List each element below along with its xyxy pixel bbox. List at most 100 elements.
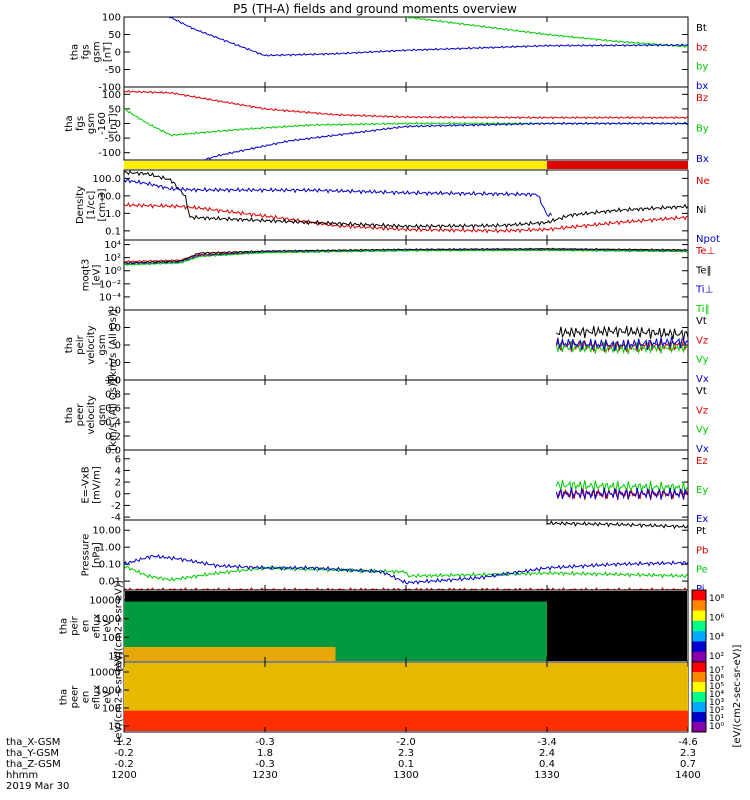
series-line-7-Ex [555,487,688,501]
y-tick-label-4-0: 10⁴ [104,240,121,251]
legend-label-0-2: by [696,62,708,73]
y-tick-label-10-3: 10 [108,722,121,733]
y-axis-label-6-2: velocity [86,395,97,434]
status-bar-segment-0 [124,161,547,169]
y-tick-label-5-0: 20 [108,306,121,317]
y-tick-label-6-3: 0.4 [105,418,121,429]
ephemeris-row-label-4: 2019 Mar 30 [6,781,69,792]
ephemeris-row-label-1: tha_Y-GSM [6,748,59,759]
y-tick-label-1-1: 50 [108,104,121,115]
series-line-8-Pi [124,554,688,585]
ephemeris-value-1-3: 2.4 [539,748,555,759]
y-tick-label-3-2: 1.0 [105,209,121,220]
y-axis-label-3-1: [1/cc] [86,191,97,220]
y-tick-label-5-3: -10 [105,358,121,369]
y-axis-label-6-0: tha [64,407,75,423]
colorbar-tick-label-10-5: 10² [709,706,724,716]
status-bar-segment-1 [547,161,688,169]
y-axis-label-0-3: [nT] [103,42,114,62]
legend-label-5-0: Vt [696,316,707,327]
colorbar-swatch-10-2 [692,682,706,693]
y-tick-label-1-0: 100 [102,90,121,101]
y-tick-label-10-0: 10000 [89,668,121,679]
series-line-0-by [403,17,688,48]
colorbar-tick-label-10-1: 10⁶ [709,674,724,684]
colorbar-swatch-9-3 [692,620,706,632]
legend-label-3-1: Ni [696,205,706,216]
colorbar-tick-label-10-3: 10⁴ [709,690,724,700]
legend-label-8-1: Pb [696,545,708,556]
panel-frame-3 [123,169,689,241]
y-tick-label-1-3: -50 [105,134,121,145]
y-tick-label-6-2: 0.6 [105,404,121,415]
y-tick-label-6-4: 0.2 [105,432,121,443]
y-axis-label-9-5: [eV/(cm2-s-sr-eV)] [114,580,125,671]
legend-label-3-0: Ne [696,176,710,187]
series-line-8-Pe [124,564,688,582]
series-line-3-Ne [124,201,688,234]
ephemeris-row-label-3: hhmm [6,770,38,781]
ephemeris-value-0-1: -0.3 [255,737,275,748]
panel-6 [123,379,689,451]
series-line-1-Bz [124,89,688,120]
y-tick-label-6-0: 1.0 [105,376,121,387]
colorbar-tick-label-9-2: 10⁴ [709,633,724,643]
ephemeris-value-3-4: 1400 [675,770,700,781]
y-axis-label-10-0: tha [59,689,70,705]
y-tick-label-8-1: 1.00 [99,543,121,554]
y-axis-label-6-4: [km/s (All Qs)] [108,379,119,451]
legend-label-8-2: Pe [696,565,708,576]
legend-label-7-2: Ex [696,514,708,525]
y-tick-label-3-1: 10.0 [99,191,121,202]
y-tick-label-0-4: -100 [98,83,121,94]
legend-label-5-2: Vy [696,355,709,366]
series-line-1-By [124,108,688,137]
y-axis-label-9-0: tha [59,618,70,634]
y-axis-label-6-1: peer [75,403,86,427]
colorbar-tick-label-9-0: 10⁸ [709,594,724,604]
legend-label-5-3: Vx [696,374,709,385]
ephemeris-value-2-1: -0.3 [255,759,275,770]
y-tick-label-9-3: 10 [108,652,121,663]
ephemeris-value-3-1: 1230 [252,770,277,781]
y-tick-label-7-5: -4 [111,513,121,524]
y-tick-label-0-3: -50 [105,65,121,76]
ephemeris-value-0-3: -3.4 [537,737,557,748]
y-axis-label-10-4: eV [103,690,114,703]
y-axis-label-7-0: E=-VxB [81,466,92,503]
series-line-4-Te‖ [124,247,688,265]
y-axis-label-9-3: eflux [92,614,103,639]
y-tick-label-4-1: 10² [104,253,121,264]
ephemeris-row-label-0: tha_X-GSM [6,737,60,748]
heatmap-region-9-1 [124,647,336,661]
ephemeris-row-label-2: tha_Z-GSM [6,759,61,770]
series-line-1-Bx [200,121,688,160]
legend-label-6-2: Vy [696,425,709,436]
y-tick-label-8-3: 0.01 [99,577,121,588]
colorbar-swatch-9-1 [692,600,706,612]
colorbar-swatch-9-6 [692,651,706,663]
legend-label-1-1: By [696,124,709,135]
y-tick-label-5-4: -20 [105,376,121,387]
colorbar-tick-label-10-0: 10⁷ [709,666,724,676]
y-tick-label-0-2: 0 [115,48,121,59]
legend-label-3-2: Npot [696,234,720,245]
y-axis-label-0-2: gsm [92,41,103,62]
y-tick-label-8-0: 10.00 [92,526,121,537]
series-line-7-Ey [555,479,688,494]
ephemeris-value-3-0: 1200 [111,770,136,781]
series-line-5-Vt [556,325,688,341]
y-tick-label-10-1: 1000 [96,686,121,697]
y-axis-label-4-0: moqt3 [81,259,92,292]
ephemeris-value-0-0: 1.2 [116,737,132,748]
y-tick-label-1-4: -100 [98,148,121,159]
y-axis-label-1-2: gsm [86,113,97,134]
colorbar-swatch-10-4 [692,702,706,713]
legend-label-4-3: Ti‖ [695,304,710,315]
legend-label-6-1: Vz [696,405,708,416]
legend-label-8-0: Pt [696,526,706,537]
y-tick-label-7-4: -2 [111,501,121,512]
series-line-0-bx [168,17,688,57]
